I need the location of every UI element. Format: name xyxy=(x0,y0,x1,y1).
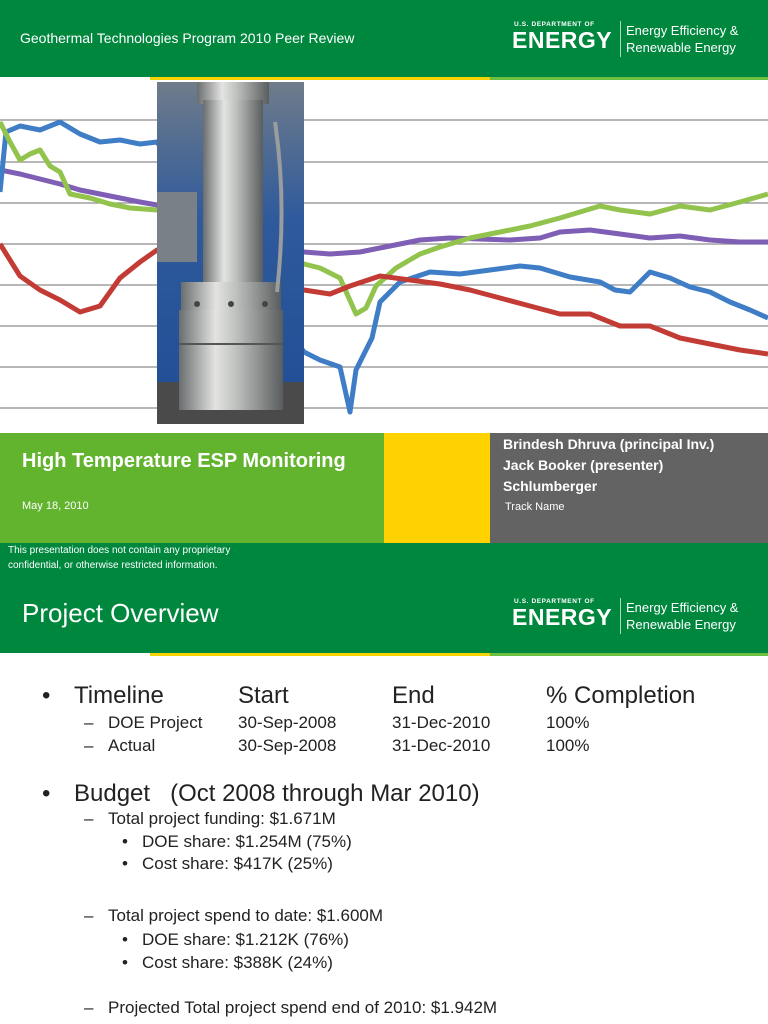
slide-header: Project Overview U.S. DEPARTMENT OF ENER… xyxy=(0,578,768,653)
eere-line1: Energy Efficiency & xyxy=(626,23,739,38)
dash: – xyxy=(84,713,94,732)
dash: – xyxy=(84,906,94,925)
program-title: Geothermal Technologies Program 2010 Pee… xyxy=(20,30,355,46)
timeline-row-name: Actual xyxy=(108,736,156,755)
timeline-col-end: End xyxy=(392,682,435,709)
budget-spend-doe: DOE share: $1.212K (76%) xyxy=(142,930,349,949)
presenter-company: Schlumberger xyxy=(503,478,598,494)
header-rule-green xyxy=(490,653,768,656)
slide-title: Project Overview xyxy=(22,598,219,628)
title-slide: Geothermal Technologies Program 2010 Pee… xyxy=(0,0,768,578)
doe-logo-small-text: U.S. DEPARTMENT OF xyxy=(514,598,595,605)
dash: – xyxy=(84,809,94,828)
presenter-principal: Brindesh Dhruva (principal Inv.) xyxy=(503,436,715,452)
timeline-row-completion: 100% xyxy=(546,713,590,732)
series-line-green xyxy=(0,120,768,317)
sensor-chart-svg xyxy=(0,119,768,415)
sub-bullet: • xyxy=(122,930,128,949)
presentation-date: May 18, 2010 xyxy=(22,500,89,512)
timeline-row-end: 31-Dec-2010 xyxy=(392,736,491,755)
doe-eere-logo: U.S. DEPARTMENT OF ENERGY Energy Efficie… xyxy=(512,21,762,61)
sub-bullet: • xyxy=(122,854,128,873)
header-rule-yellow xyxy=(150,653,490,656)
logo-divider xyxy=(620,21,621,57)
budget-funding-doe: DOE share: $1.254M (75%) xyxy=(142,832,352,851)
budget-spend: Total project spend to date: $1.600M xyxy=(108,906,384,925)
disclaimer-line2: confidential, or otherwise restricted in… xyxy=(8,560,218,571)
timeline-row-start: 30-Sep-2008 xyxy=(238,713,337,732)
chart-gridlines xyxy=(0,119,768,409)
accent-band xyxy=(384,433,490,543)
presentation-title: High Temperature ESP Monitoring xyxy=(22,450,346,472)
eere-line2: Renewable Energy xyxy=(626,617,736,632)
esp-equipment-photo xyxy=(157,82,304,424)
disclaimer-band: This presentation does not contain any p… xyxy=(0,543,768,578)
bullet-dot: • xyxy=(42,780,51,807)
eere-line1: Energy Efficiency & xyxy=(626,600,739,615)
dash: – xyxy=(84,998,94,1017)
sub-bullet: • xyxy=(122,953,128,972)
overview-slide: Project Overview U.S. DEPARTMENT OF ENER… xyxy=(0,578,768,1024)
doe-logo-energy-text: ENERGY xyxy=(512,27,613,53)
timeline-row-end: 31-Dec-2010 xyxy=(392,713,491,732)
timeline-col-completion: % Completion xyxy=(546,682,696,709)
doe-eere-logo: U.S. DEPARTMENT OF ENERGY Energy Efficie… xyxy=(512,598,762,638)
disclaimer-line1: This presentation does not contain any p… xyxy=(8,545,231,556)
bullet-dot: • xyxy=(42,682,51,709)
dash: – xyxy=(84,736,94,755)
presenter-band: Brindesh Dhruva (principal Inv.) Jack Bo… xyxy=(490,433,768,543)
series-line-blue xyxy=(0,119,768,415)
timeline-label: Timeline xyxy=(74,682,164,709)
timeline-row-completion: 100% xyxy=(546,736,590,755)
series-line-purple xyxy=(0,167,768,257)
slide-header: Geothermal Technologies Program 2010 Pee… xyxy=(0,0,768,77)
timeline-row-name: DOE Project xyxy=(108,713,203,732)
track-name: Track Name xyxy=(505,501,565,513)
budget-funding: Total project funding: $1.671M xyxy=(108,809,336,828)
sensor-chart-graphic xyxy=(0,82,768,432)
timeline-col-start: Start xyxy=(238,682,289,709)
sub-bullet: • xyxy=(122,832,128,851)
header-rule-yellow xyxy=(150,77,490,80)
series-line-red xyxy=(0,242,768,357)
doe-logo-energy-text: ENERGY xyxy=(512,604,613,630)
presenter-name: Jack Booker (presenter) xyxy=(503,457,664,473)
logo-divider xyxy=(620,598,621,634)
budget-label: Budget (Oct 2008 through Mar 2010) xyxy=(74,780,480,807)
budget-projected: Projected Total project spend end of 201… xyxy=(108,998,498,1017)
budget-spend-cost: Cost share: $388K (24%) xyxy=(142,953,333,972)
timeline-row-start: 30-Sep-2008 xyxy=(238,736,337,755)
budget-funding-cost: Cost share: $417K (25%) xyxy=(142,854,333,873)
eere-line2: Renewable Energy xyxy=(626,40,736,55)
doe-logo-small-text: U.S. DEPARTMENT OF xyxy=(514,21,595,28)
header-rule-green xyxy=(490,77,768,80)
title-band: High Temperature ESP Monitoring May 18, … xyxy=(0,433,384,543)
